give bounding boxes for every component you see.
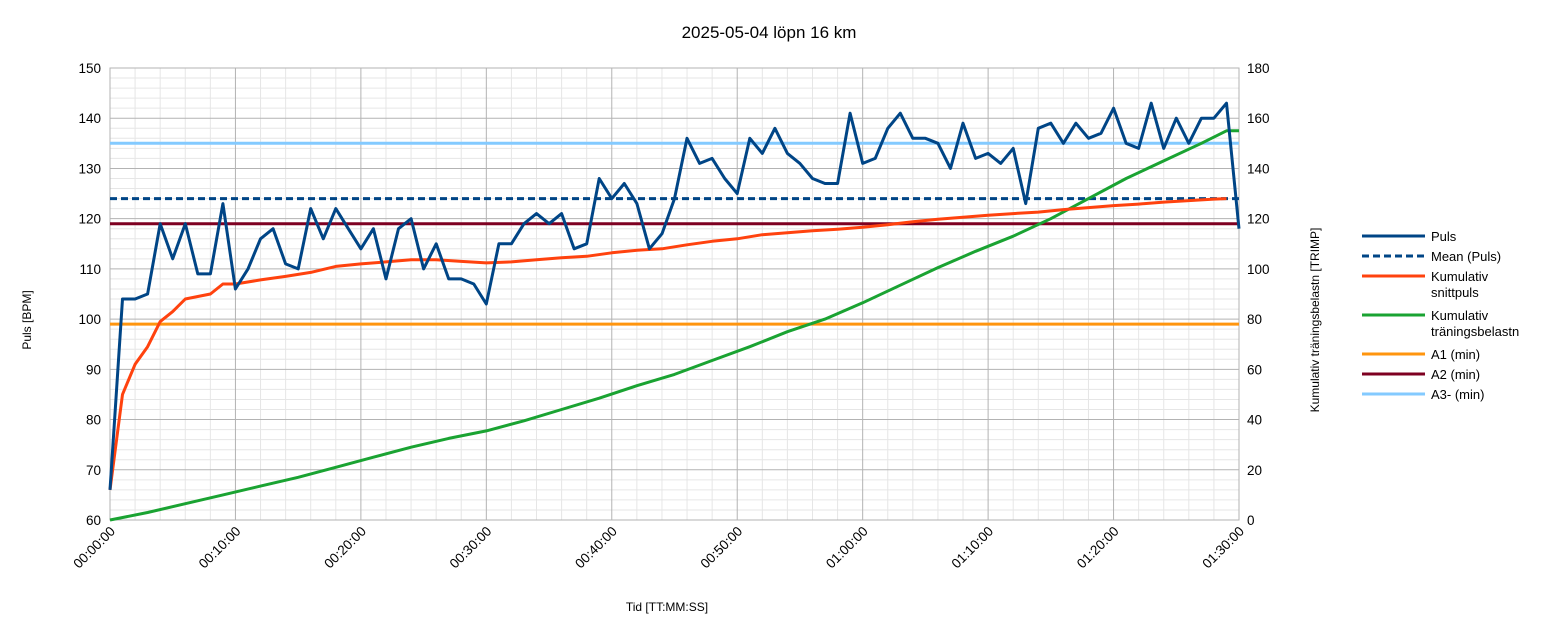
legend-label: A3- (min) (1431, 387, 1484, 402)
legend-label: A1 (min) (1431, 347, 1480, 362)
y2-tick-label: 120 (1247, 212, 1270, 227)
x-tick-label: 00:30:00 (447, 524, 495, 572)
y2-tick-label: 40 (1247, 413, 1262, 428)
legend-label: Puls (1431, 229, 1457, 244)
x-tick-label: 01:20:00 (1074, 524, 1122, 572)
x-tick-label: 01:10:00 (948, 524, 996, 572)
y2-tick-label: 160 (1247, 111, 1270, 126)
y-tick-label: 60 (86, 513, 101, 528)
y-tick-label: 70 (86, 463, 101, 478)
legend-item: Puls (1362, 229, 1457, 244)
x-tick-label: 01:30:00 (1199, 524, 1247, 572)
legend-label: snittpuls (1431, 285, 1479, 300)
y2-tick-label: 0 (1247, 513, 1255, 528)
x-axis-label: Tid [TT:MM:SS] (626, 600, 708, 614)
chart-title: 2025-05-04 löpn 16 km (682, 23, 857, 42)
x-tick-label: 01:00:00 (823, 524, 871, 572)
y-tick-label: 140 (78, 111, 101, 126)
x-axis-ticks: 00:00:00 00:10:00 00:20:00 00:30:00 00:40:00… (70, 524, 1247, 572)
legend-item: A3- (min) (1362, 387, 1484, 402)
y-tick-label: 90 (86, 362, 101, 377)
x-tick-label: 00:00:00 (70, 524, 118, 572)
x-tick-label: 00:50:00 (698, 524, 746, 572)
series-line-kumulativ-tr-ningsbelastn (109, 129, 1239, 522)
y-tick-label: 130 (78, 161, 101, 176)
legend-label: Kumulativ (1431, 269, 1489, 284)
y2-tick-label: 140 (1247, 161, 1270, 176)
y-axis-label: Puls [BPM] (20, 290, 34, 349)
series-line-kumulativ-snittpuls (108, 197, 1227, 491)
legend-item: A2 (min) (1362, 367, 1480, 382)
series-line-puls (108, 101, 1241, 490)
y-tick-label: 110 (79, 262, 101, 277)
plot-area-border (109, 67, 1240, 521)
x-tick-label: 00:40:00 (572, 524, 620, 572)
series-layer (108, 101, 1241, 522)
y-axis-ticks: 60 70 80 90 100 110 120 130 140 150 (78, 61, 101, 528)
legend-label: träningsbelastn (1431, 324, 1519, 339)
legend-label: Mean (Puls) (1431, 249, 1501, 264)
y-tick-label: 80 (86, 413, 101, 428)
y2-axis-ticks: 0 20 40 60 80 100 120 140 160 180 (1247, 61, 1270, 528)
x-tick-label: 00:10:00 (196, 524, 244, 572)
y2-tick-label: 80 (1247, 312, 1262, 327)
legend-label: Kumulativ (1431, 308, 1489, 323)
legend-item: Mean (Puls) (1362, 249, 1501, 264)
y-tick-label: 120 (78, 212, 101, 227)
y2-axis-label: Kumulativ träningsbelastn [TRIMP] (1308, 228, 1322, 413)
y2-tick-label: 60 (1247, 362, 1262, 377)
y-tick-label: 150 (78, 61, 101, 76)
y2-tick-label: 20 (1247, 463, 1262, 478)
legend-item: A1 (min) (1362, 347, 1480, 362)
y2-tick-label: 180 (1247, 61, 1270, 76)
x-tick-label: 00:20:00 (321, 524, 369, 572)
legend-label: A2 (min) (1431, 367, 1480, 382)
y-tick-label: 100 (78, 312, 101, 327)
y2-tick-label: 100 (1247, 262, 1270, 277)
